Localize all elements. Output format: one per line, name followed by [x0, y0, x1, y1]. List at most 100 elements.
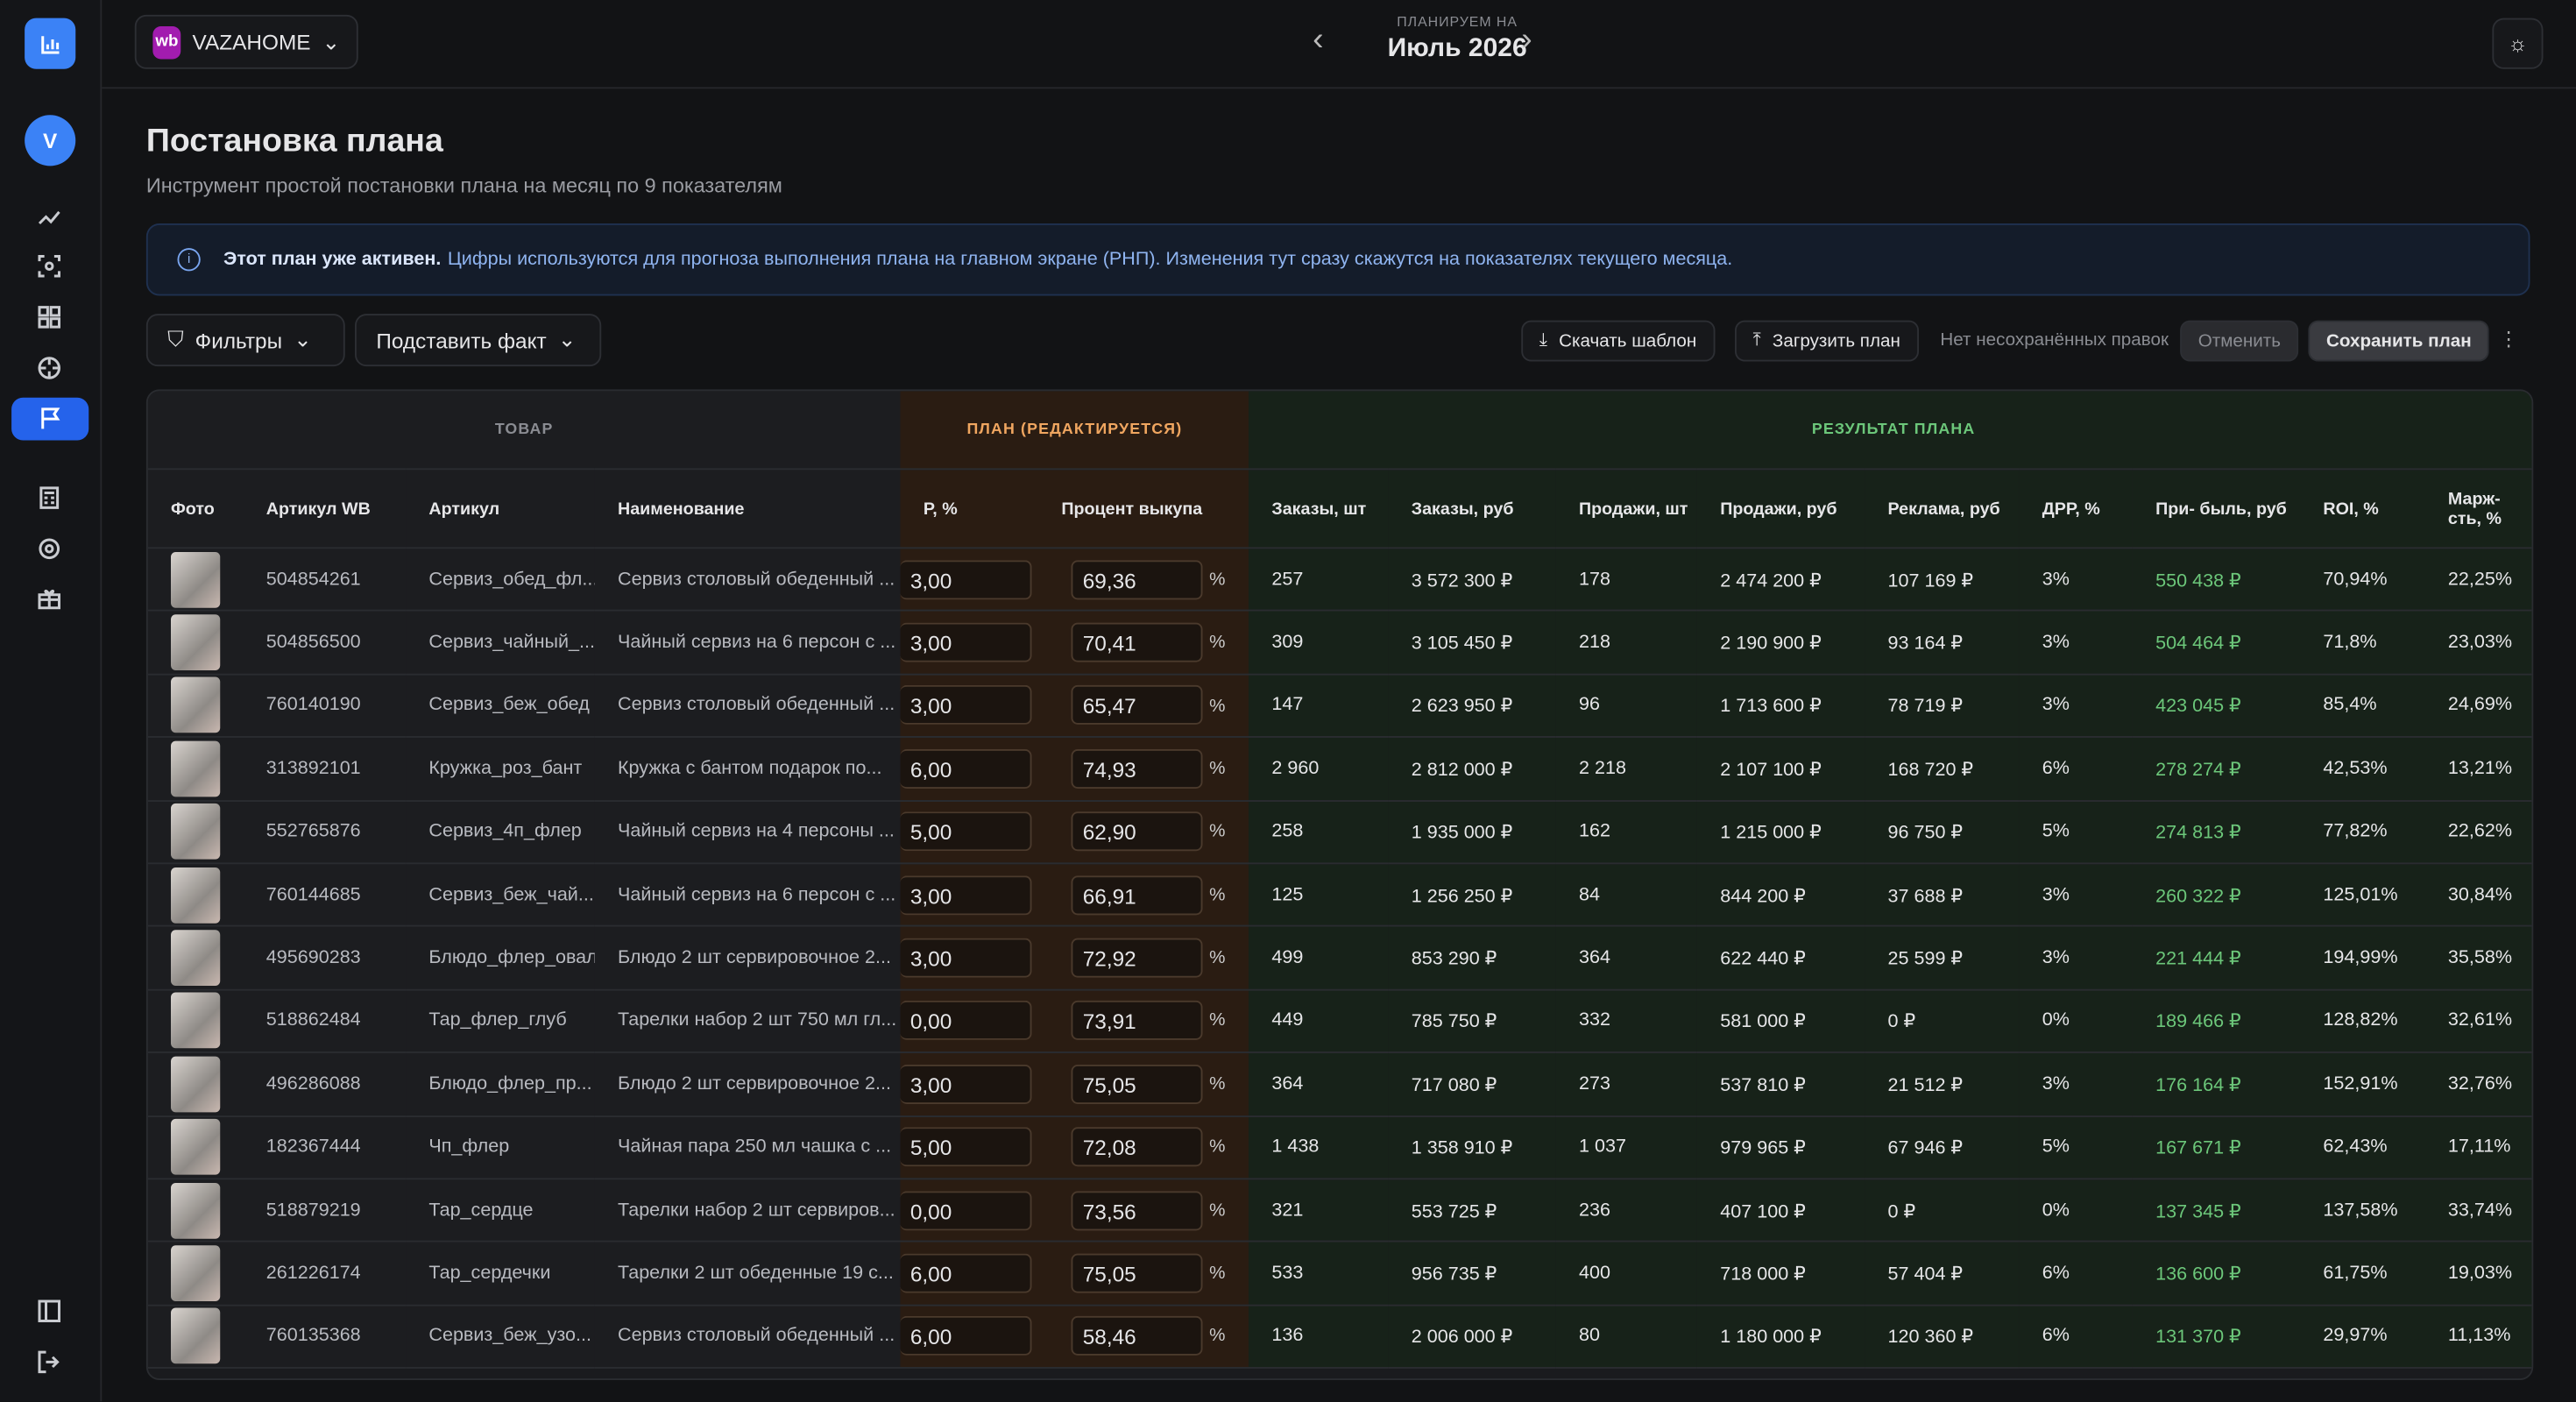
cell: 65,47%: [1038, 674, 1249, 739]
page-title: Постановка плана: [145, 123, 443, 159]
cancel-label: Отменить: [2197, 330, 2281, 351]
collapse[interactable]: [28, 1290, 71, 1333]
nav-scan[interactable]: [28, 244, 71, 287]
plan-input[interactable]: 73,91: [1071, 1001, 1203, 1041]
plan-input[interactable]: 6,00: [900, 748, 1032, 789]
cell: 13,21%: [2424, 737, 2532, 802]
plan-input[interactable]: 75,05: [1071, 1253, 1203, 1293]
cell-text: 62,43%: [2323, 1136, 2388, 1158]
plan-input[interactable]: 72,08: [1071, 1127, 1203, 1167]
product-photo: [171, 867, 221, 924]
cell: 19,03%: [2424, 1242, 2532, 1306]
cell: 61,75%: [2300, 1242, 2425, 1306]
plan-input[interactable]: 3,00: [900, 874, 1032, 915]
plan-input[interactable]: 3,00: [900, 1064, 1032, 1104]
group-row: ТОВАР ПЛАН (РЕДАКТИРУЕТСЯ) РЕЗУЛЬТАТ ПЛАНА: [147, 391, 2532, 471]
nav-calc[interactable]: [28, 477, 71, 520]
theme-toggle[interactable]: ☼: [2492, 18, 2544, 69]
cell-text: 162: [1578, 821, 1610, 842]
nav-flag[interactable]: [11, 397, 89, 441]
cell-text: 2 623 950 ₽: [1411, 697, 1513, 718]
plan-input[interactable]: 5,00: [900, 811, 1032, 852]
logo[interactable]: [25, 18, 76, 69]
cell: 152,91%: [2300, 1052, 2425, 1117]
plan-input[interactable]: 62,90: [1071, 811, 1203, 852]
cell: 72,08%: [1038, 1115, 1249, 1180]
nav-settings[interactable]: [28, 528, 71, 570]
cell-text: 6%: [2042, 1263, 2070, 1284]
brand-select[interactable]: wb VAZAHOME ⌄: [134, 14, 358, 69]
avatar[interactable]: V: [25, 115, 76, 166]
cell-text: 57 404 ₽: [1887, 1264, 1964, 1285]
plan-input[interactable]: 73,56: [1071, 1190, 1203, 1230]
cell: 33,74%: [2424, 1179, 2532, 1243]
column-header: Продажи, шт: [1555, 469, 1697, 549]
substitute-button[interactable]: Подставить факт ⌄: [355, 314, 602, 367]
plan-input[interactable]: 3,00: [900, 685, 1032, 726]
upload-button[interactable]: ⤒ Загрузить план: [1735, 320, 1919, 362]
plan-input[interactable]: 5,00: [900, 1127, 1032, 1167]
plan-input[interactable]: 65,47: [1071, 685, 1203, 726]
cancel-button[interactable]: Отменить: [2180, 320, 2299, 362]
cell-text: 553 725 ₽: [1411, 1201, 1497, 1222]
topbar: wb VAZAHOME ⌄ ‹ ПЛАНИРУЕМ НА Июль 2026 › …: [102, 0, 2576, 89]
cell: 22,62%: [2424, 800, 2532, 865]
download-button[interactable]: ⤓ Скачать шаблон: [1521, 320, 1715, 362]
cell: 128,82%: [2300, 989, 2425, 1054]
cell-text: 24,69%: [2447, 696, 2513, 716]
save-button[interactable]: Сохранить план: [2308, 320, 2490, 362]
column-header: Фото: [147, 469, 244, 549]
cell: 1 438: [1249, 1115, 1389, 1180]
cell: 550 438 ₽: [2132, 548, 2301, 612]
photo-cell: [147, 863, 244, 928]
plan-label: ПЛАНИРУЕМ НА: [1397, 13, 1518, 30]
plan-input[interactable]: 66,91: [1071, 874, 1203, 915]
cell: 6,00%: [900, 1242, 1039, 1306]
cell-text: 125: [1271, 884, 1304, 905]
cell-text: 22,62%: [2447, 821, 2513, 842]
plan-input[interactable]: 6,00: [900, 1253, 1032, 1293]
cell: 22,25%: [2424, 548, 2532, 612]
plan-input[interactable]: 58,46: [1071, 1316, 1203, 1356]
period[interactable]: Июль 2026: [1387, 34, 1527, 63]
logout[interactable]: [28, 1341, 71, 1384]
plan-input[interactable]: 6,00: [900, 1316, 1032, 1356]
cell-text: 550 438 ₽: [2155, 570, 2241, 591]
plan-input[interactable]: 3,00: [900, 622, 1032, 662]
nav-gift[interactable]: [28, 577, 71, 620]
nav-grid[interactable]: [28, 296, 71, 339]
prev[interactable]: ‹: [1313, 21, 1324, 58]
nav-target[interactable]: [28, 347, 71, 390]
next[interactable]: ›: [1521, 21, 1532, 58]
plan-input[interactable]: 3,00: [900, 559, 1032, 599]
cell: Чайный сервиз на 4 персоны ...: [594, 800, 901, 865]
plan-input[interactable]: 3,00: [900, 938, 1032, 978]
cell: Тар_флер_глуб: [406, 989, 595, 1054]
plan-input[interactable]: 0,00: [900, 1190, 1032, 1230]
input-unit: %: [1209, 1263, 1226, 1284]
cell-text: 718 000 ₽: [1720, 1264, 1806, 1285]
cell-text: 167 671 ₽: [2155, 1138, 2241, 1159]
cell: 979 965 ₽: [1696, 1115, 1865, 1180]
plan-input[interactable]: 74,93: [1071, 748, 1203, 789]
column-header: ДРР, %: [2019, 469, 2133, 549]
more-button[interactable]: ⋮: [2498, 327, 2519, 350]
cell: 1 358 910 ₽: [1388, 1115, 1556, 1180]
cell: 218: [1555, 611, 1697, 676]
cell: 6%: [2019, 1242, 2133, 1306]
cell: 261226174: [243, 1242, 407, 1306]
cell-text: 93 164 ₽: [1887, 634, 1964, 655]
plan-input[interactable]: 75,05: [1071, 1064, 1203, 1104]
plan-input[interactable]: 70,41: [1071, 622, 1203, 662]
cell: 24,69%: [2424, 674, 2532, 739]
cell-text: 2 812 000 ₽: [1411, 760, 1513, 781]
header-row: Фото Артикул WB Артикул Наименование Р, % Про…: [147, 469, 2532, 549]
nav-trend[interactable]: [28, 195, 71, 238]
cell-text: 42,53%: [2323, 758, 2388, 779]
column-header: При- быль, руб: [2132, 469, 2301, 549]
plan-input[interactable]: 72,92: [1071, 938, 1203, 978]
filters-button[interactable]: ⛉ Фильтры ⌄: [145, 314, 345, 367]
plan-input[interactable]: 69,36: [1071, 559, 1203, 599]
plan-input[interactable]: 0,00: [900, 1001, 1032, 1041]
cell-text: Сервиз_4п_флер: [428, 821, 582, 842]
